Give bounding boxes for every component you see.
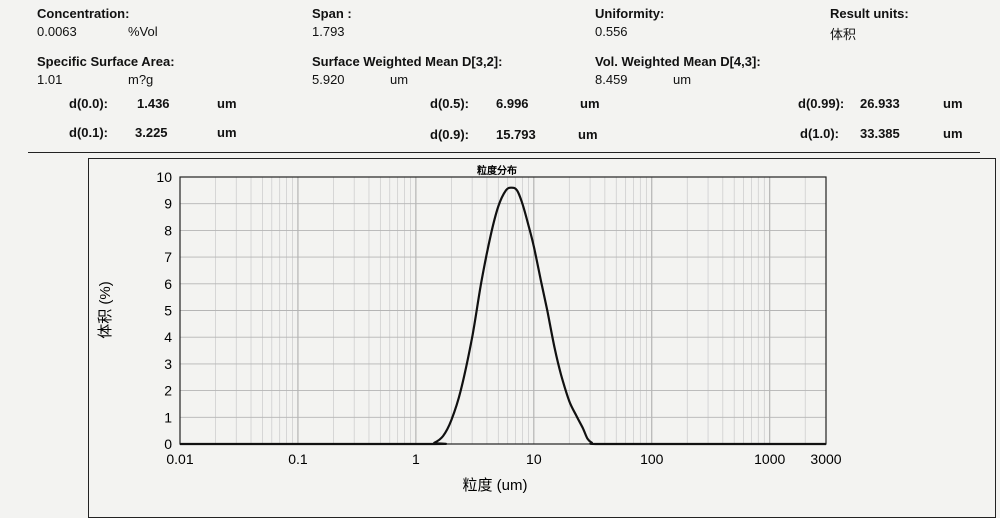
y-tick-label: 7 [164,249,172,265]
result-units-value: 体积 [830,27,857,42]
x-tick-label: 10 [526,451,542,467]
d01-value: 3.225 [135,125,168,140]
y-tick-label: 9 [164,196,172,212]
y-tick-label: 6 [164,276,172,292]
x-tick-label: 3000 [810,451,841,467]
d32-value: 5.920 [312,72,345,87]
x-tick-label: 100 [640,451,664,467]
uniformity-value: 0.556 [595,24,628,39]
y-axis-label: 体积 (%) [97,281,114,339]
d00-label: d(0.0): [69,96,108,111]
d01-label: d(0.1): [69,125,108,140]
section-divider [28,152,980,153]
x-tick-labels: 0.01 0.1 1 10 100 1000 3000 [166,451,841,467]
x-tick-label: 1000 [754,451,785,467]
y-tick-label: 1 [164,409,172,425]
chart-title: 粒度分布 [477,164,517,177]
d43-unit: um [673,72,692,87]
d10-label: d(1.0): [800,126,839,141]
x-tick-label: 1 [412,451,420,467]
y-tick-label: 4 [164,329,172,345]
d00-value: 1.436 [137,96,170,111]
y-tick-label: 0 [164,436,172,452]
d10-value: 33.385 [860,126,900,141]
y-tick-label: 5 [164,303,172,319]
d09-value: 15.793 [496,127,536,142]
grid-major [180,177,826,444]
concentration-unit: %Vol [128,24,158,39]
concentration-value: 0.0063 [37,24,77,39]
y-tick-label: 2 [164,383,172,399]
d01-unit: um [217,125,237,140]
d099-value: 26.933 [860,96,900,111]
result-units-label: Result units: [830,6,909,21]
y-tick-label: 10 [156,169,172,185]
d05-value: 6.996 [496,96,529,111]
ssa-value: 1.01 [37,72,63,87]
d05-label: d(0.5): [430,96,469,111]
ssa-unit: m?g [128,72,154,87]
span-label: Span : [312,6,352,21]
ssa-label: Specific Surface Area: [37,54,175,69]
d099-unit: um [943,96,963,111]
d10-unit: um [943,126,963,141]
d099-label: d(0.99): [798,96,845,111]
d43-value: 8.459 [595,72,628,87]
d32-unit: um [390,72,409,87]
x-tick-label: 0.01 [166,451,193,467]
x-tick-label: 0.1 [288,451,308,467]
d09-label: d(0.9): [430,127,469,142]
y-tick-label: 8 [164,222,172,238]
x-axis-label: 粒度 (um) [463,477,528,494]
d05-unit: um [580,96,600,111]
d43-label: Vol. Weighted Mean D[4,3]: [595,54,761,69]
y-tick-label: 3 [164,356,172,372]
d00-unit: um [217,96,237,111]
d32-label: Surface Weighted Mean D[3,2]: [312,54,503,69]
span-value: 1.793 [312,24,345,39]
uniformity-label: Uniformity: [595,6,665,21]
distribution-curve [180,186,826,446]
y-tick-labels: 0 1 2 3 4 5 6 7 8 9 10 [156,169,172,452]
d09-unit: um [578,127,598,142]
plot-border [179,176,827,445]
concentration-label: Concentration: [37,6,130,21]
